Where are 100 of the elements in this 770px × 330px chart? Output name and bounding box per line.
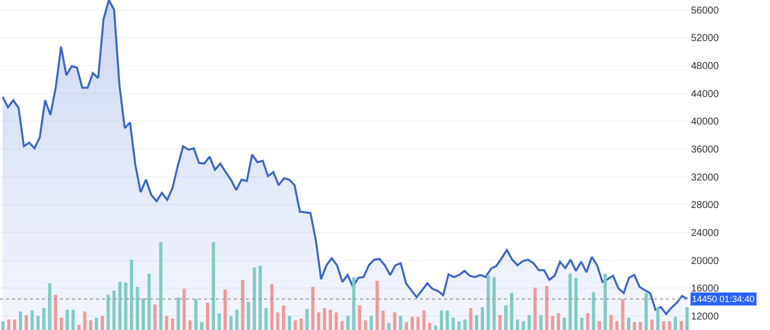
bar (398, 316, 402, 330)
bar (317, 312, 320, 330)
bar (276, 312, 280, 330)
y-tick-label: 36000 (691, 144, 720, 156)
bar (246, 302, 250, 330)
bar (416, 316, 420, 330)
bar (638, 322, 642, 330)
bar (71, 310, 75, 330)
bar (516, 319, 520, 330)
bar (586, 313, 590, 330)
bar (159, 242, 162, 330)
bar (463, 319, 466, 330)
bar (142, 298, 145, 330)
bar (294, 320, 297, 330)
bar (604, 274, 607, 330)
bar (550, 316, 554, 330)
bar (83, 312, 86, 330)
bar (644, 293, 648, 330)
bar (36, 316, 40, 330)
bar (452, 318, 455, 330)
bar (340, 321, 344, 330)
bar (632, 322, 636, 330)
bar (510, 293, 514, 330)
bar (282, 305, 286, 330)
bar (457, 321, 461, 330)
bar (656, 308, 660, 330)
bar (200, 322, 204, 330)
bar (528, 315, 531, 330)
bar (288, 316, 292, 330)
bar (434, 326, 438, 330)
bar (662, 321, 666, 330)
bar (580, 318, 584, 330)
bar (153, 304, 157, 330)
bar (440, 310, 444, 330)
bar (615, 321, 619, 330)
bar (480, 307, 484, 330)
bar (486, 275, 490, 330)
bar (212, 242, 216, 330)
bar (54, 294, 58, 330)
bar (13, 319, 16, 330)
bar (428, 322, 432, 330)
bar (194, 299, 198, 330)
bar (674, 316, 677, 330)
bar (188, 320, 192, 330)
bar (328, 310, 332, 330)
bar (539, 315, 542, 330)
y-tick-label: 44000 (691, 88, 720, 100)
bar (598, 321, 601, 330)
bar (334, 312, 338, 330)
bar (305, 308, 309, 330)
bar (1, 321, 5, 330)
bar (446, 310, 449, 330)
y-tick-label: 20000 (691, 256, 720, 267)
bar (258, 266, 262, 330)
y-tick-label: 24000 (691, 228, 720, 240)
bar (182, 288, 186, 330)
bar (136, 286, 140, 330)
bar (346, 316, 350, 330)
bar (352, 277, 356, 330)
y-tick-label: 12000 (691, 312, 720, 323)
bar (118, 282, 122, 330)
y-tick-label: 28000 (691, 200, 720, 212)
bar (241, 280, 244, 330)
bar (574, 278, 578, 330)
bar (130, 260, 134, 330)
bar (562, 318, 566, 330)
bar (264, 308, 268, 330)
y-tick-label: 32000 (691, 172, 720, 184)
bar (556, 313, 560, 330)
bar (300, 318, 303, 330)
bar (498, 315, 502, 330)
bar (410, 316, 414, 330)
bar (626, 318, 630, 330)
bar (206, 302, 210, 330)
bar (89, 320, 92, 330)
bar (148, 274, 151, 330)
bar (94, 318, 98, 330)
bar (106, 294, 110, 330)
bar (18, 312, 22, 330)
y-tick-label: 56000 (691, 5, 720, 16)
bar (650, 319, 654, 330)
bar (668, 321, 672, 330)
bar (370, 316, 373, 330)
bar (404, 322, 408, 330)
bar (387, 322, 390, 330)
bar (522, 321, 525, 330)
bar (42, 308, 46, 330)
bar (112, 290, 116, 330)
bar (30, 310, 34, 330)
bar (165, 316, 168, 330)
y-tick-label: 16000 (691, 284, 720, 295)
bar (533, 288, 537, 330)
bar (685, 307, 689, 330)
bar (311, 286, 314, 330)
bar (364, 320, 368, 330)
bar (381, 310, 385, 330)
bar (469, 308, 472, 330)
bar (474, 315, 478, 330)
bar (422, 310, 426, 330)
bar (568, 274, 572, 330)
